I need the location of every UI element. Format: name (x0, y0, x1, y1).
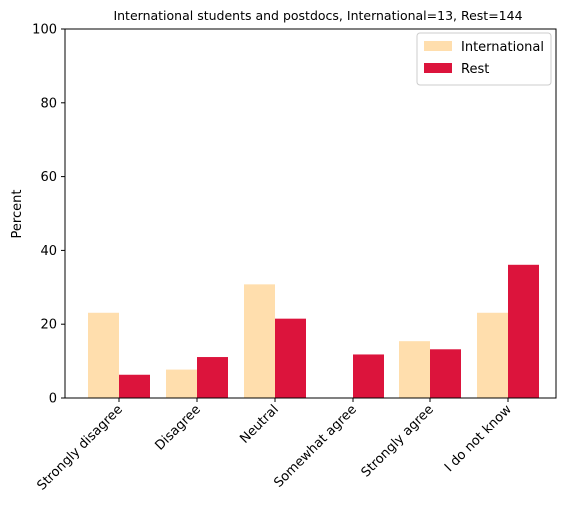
y-tick-label: 60 (40, 170, 57, 185)
bars-group (88, 264, 539, 398)
bar-rest-4 (430, 349, 461, 398)
y-tick-label: 40 (40, 244, 57, 259)
chart-title: International students and postdocs, Int… (113, 8, 522, 23)
y-tick-label: 100 (32, 23, 57, 38)
legend: International Rest (416, 32, 552, 86)
bar-international-2 (244, 284, 275, 398)
y-axis: 0 20 40 60 80 100 (32, 23, 65, 407)
bar-rest-0 (119, 374, 150, 398)
bar-rest-5 (508, 264, 539, 398)
bar-rest-3 (353, 354, 384, 398)
x-tick-label: Strongly disagree (34, 402, 125, 493)
x-tick-label: I do not know (442, 402, 515, 475)
bar-international-1 (166, 369, 197, 398)
x-axis: Strongly disagree Disagree NeutralSomewhat… (34, 398, 515, 494)
legend-label-international: International (461, 40, 544, 55)
legend-label-rest: Rest (461, 62, 489, 77)
legend-swatch-rest (424, 63, 452, 73)
y-tick-label: 0 (49, 392, 57, 407)
y-tick-label: 20 (40, 318, 57, 333)
bar-international-5 (477, 312, 508, 398)
bar-international-4 (399, 341, 430, 398)
bar-rest-1 (197, 357, 228, 398)
plot-frame (64, 28, 557, 399)
bar-rest-2 (275, 318, 306, 398)
x-tick-label: Disagree (152, 402, 203, 453)
x-tick-label: Strongly agree (359, 402, 437, 480)
x-tick-label: Somewhat agree (271, 402, 360, 491)
x-tick-label: Neutral (237, 402, 282, 447)
legend-swatch-international (424, 41, 452, 51)
y-axis-label: Percent (10, 190, 25, 239)
y-tick-label: 80 (40, 96, 57, 111)
bar-international-0 (88, 312, 119, 398)
